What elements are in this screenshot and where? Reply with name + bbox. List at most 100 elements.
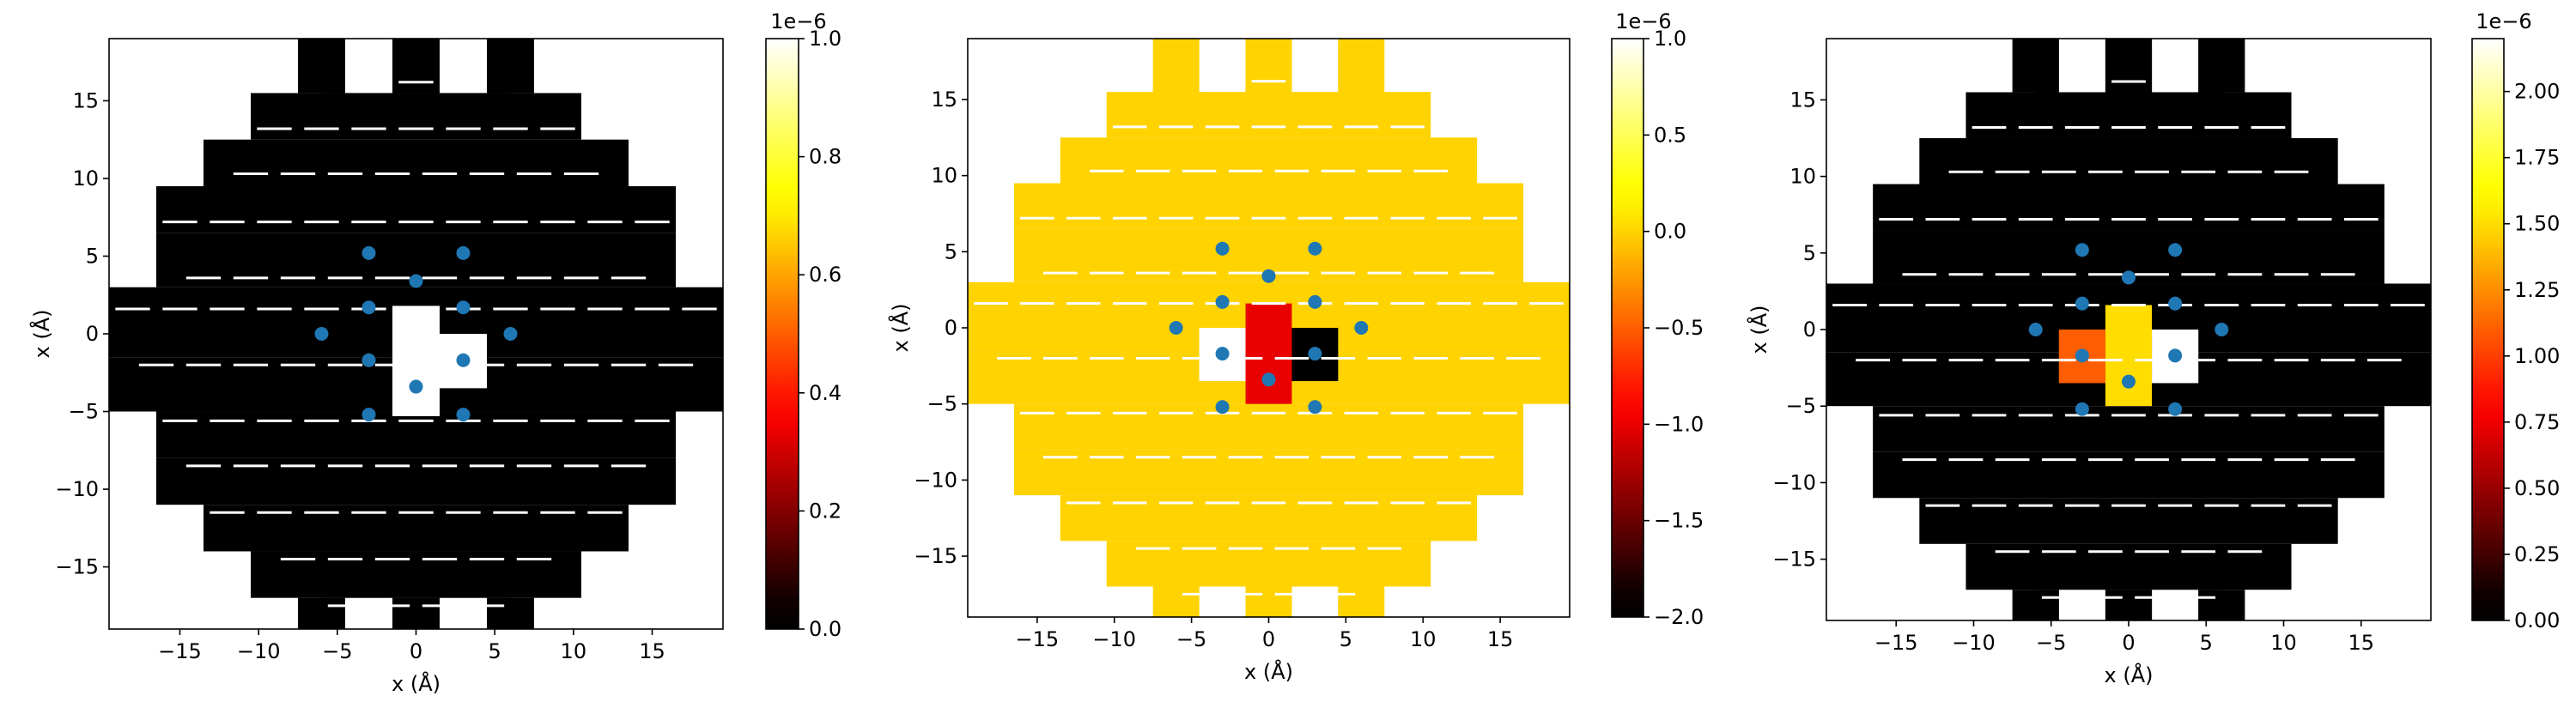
y-tick-label: −10 [55,477,99,501]
x-tick-label: 5 [489,639,501,663]
data-point [361,300,376,315]
y-tick-label: 5 [1803,241,1816,265]
grid-row-3 [1013,183,1524,229]
data-point [1308,241,1322,256]
y-tick-label: −15 [55,555,99,579]
y-tick-label: 10 [72,166,99,191]
y-tick-label: −15 [914,544,957,568]
y-tick-label: 5 [86,244,99,268]
x-tick-label: 5 [2200,631,2213,655]
data-point [1215,347,1230,361]
data-point [2168,243,2183,257]
data-point [1354,321,1369,335]
data-point [2168,348,2183,363]
x-tick-label: −5 [322,639,352,663]
colorbar-tick-label: 0.25 [2514,542,2560,566]
x-tick-label: −15 [1016,627,1060,651]
grid-tab-top-1 [392,39,440,94]
y-tick-label: 0 [86,322,99,346]
grid-tab-top-2 [487,39,534,94]
grid-tab-bottom-2 [487,597,534,629]
grid-notch-2 [440,39,487,94]
data-point [2122,270,2136,285]
grid-notch-3 [2245,39,2431,93]
colorbar-tick-label: 0.4 [809,381,841,405]
colorbar-offset-label: 1e−6 [2476,9,2531,33]
grid-notch-3 [534,39,723,94]
colorbar-tick-label: 1.0 [809,27,841,51]
grid-tab-top-0 [298,39,345,94]
y-axis-label: x (Å) [888,304,913,353]
grid-notch-0 [1826,39,2013,93]
data-point [1308,400,1322,414]
grid-notch-6 [1291,586,1339,617]
data-point [1215,294,1230,309]
grid-row-2 [204,139,629,186]
grid-row-1 [251,93,581,140]
grid-tab-top-1 [1245,39,1292,93]
grid-tab-bottom-0 [298,597,345,629]
y-tick-label: −10 [1772,470,1816,494]
grid-tab-top-0 [1152,39,1200,93]
data-point [2028,323,2043,336]
grid-tab-top-2 [1338,39,1385,93]
y-tick-label: −5 [69,400,99,424]
colorbar-tick-label: 1.25 [2514,278,2560,302]
grid-notch-1 [1199,39,1246,93]
x-tick-label: −5 [1176,627,1206,651]
colorbar [2471,38,2505,621]
grid-notch-7 [2245,590,2431,620]
y-axis-label: x (Å) [1747,306,1771,354]
colorbar-tick-label: 1.00 [2514,344,2560,368]
x-tick-label: 0 [2122,631,2135,655]
data-point [361,353,376,367]
colorbar [1611,38,1644,618]
x-tick-label: −10 [1092,627,1136,651]
colorbar-tick-label: 2.00 [2514,80,2560,104]
data-point [2075,348,2089,363]
x-tick-label: 10 [561,639,587,663]
grid-row-1 [1106,92,1431,138]
highlight-cell-2 [1245,303,1292,404]
panel-3: −15 −10 −5 0 5 10 15 −15 −10 −5 0 5 10 15 x (Å) x (Å) 0.… [1747,9,2560,687]
grid-notch-1 [2058,39,2105,93]
data-point [2075,296,2089,311]
grid-notch-1 [345,39,392,94]
x-tick-label: 15 [1487,627,1514,651]
colorbar-tick-label: 0.50 [2514,476,2560,500]
grid-row-7 [1873,406,2385,452]
grid-notch-7 [1384,586,1570,617]
y-tick-label: 15 [72,88,99,112]
data-point [1308,347,1322,361]
data-point [2122,374,2136,389]
data-point [2168,402,2183,416]
colorbar [765,38,799,630]
colorbar-tick-label: −1.5 [1654,509,1704,533]
data-point [361,408,376,422]
y-tick-label: −5 [1786,394,1816,418]
grid-notch-4 [968,586,1153,617]
data-point [456,408,471,422]
highlight-cell-2 [2105,305,2153,407]
colorbar-tick-label: 0.2 [809,499,841,523]
y-tick-label: 15 [1789,88,1816,112]
grid-region [968,39,1570,617]
grid-notch-4 [1826,590,2013,620]
grid-notch-6 [2152,590,2199,620]
colorbar-tick-label: 0.6 [809,263,841,287]
x-tick-label: −15 [1874,631,1918,655]
grid-notch-4 [109,597,298,629]
colorbar-tick-label: 0.5 [1654,123,1686,147]
grid-notch-5 [1199,586,1246,617]
grid-notch-5 [345,597,392,629]
grid-row-7 [156,411,676,458]
y-tick-label: 15 [931,88,957,112]
y-tick-label: 5 [945,239,957,263]
y-tick-label: 10 [931,164,957,188]
data-point [2075,402,2089,416]
colorbar-tick-label: 1.75 [2514,146,2560,170]
grid-row-7 [1013,403,1524,450]
grid-notch-6 [440,597,487,629]
grid-tab-bottom-0 [1152,586,1200,617]
data-point [314,327,329,341]
